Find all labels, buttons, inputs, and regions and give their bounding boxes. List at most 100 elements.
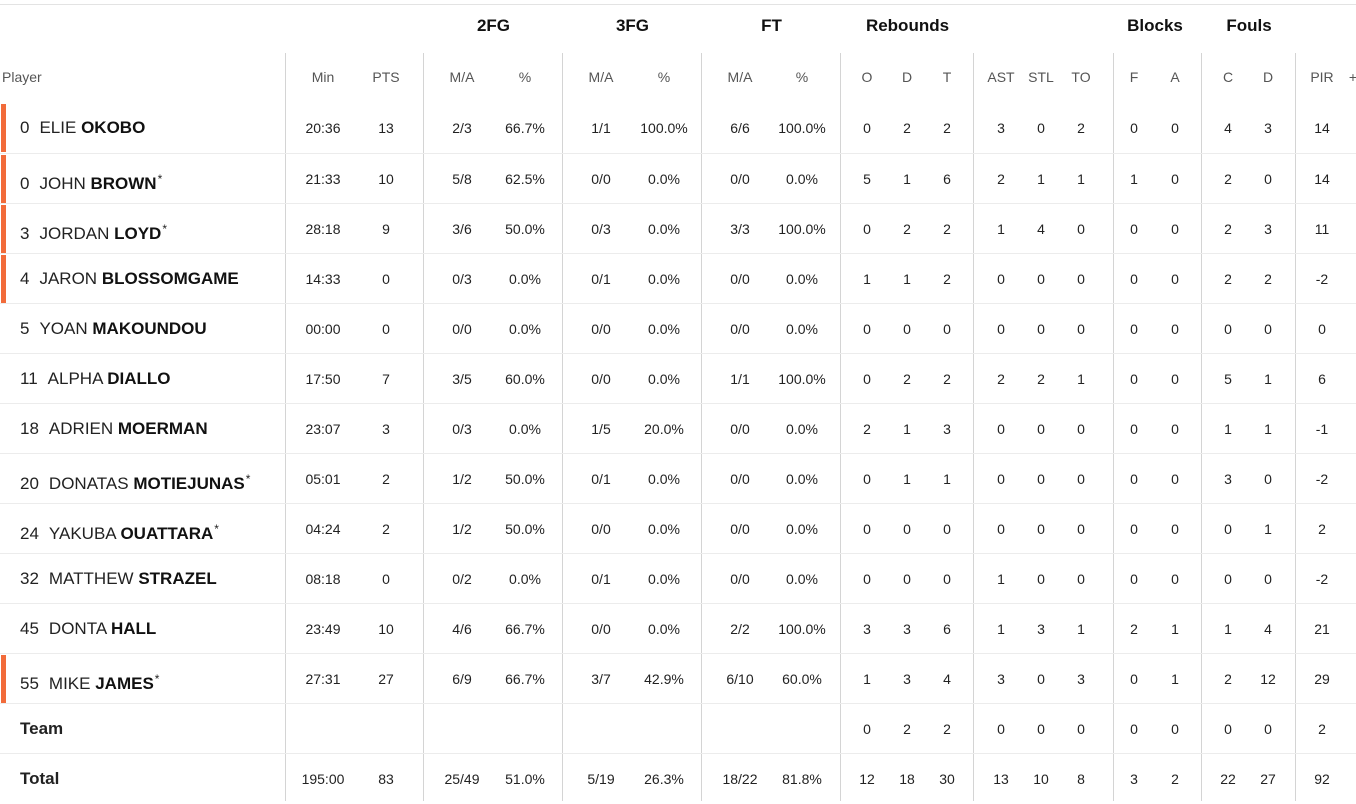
stat-pts: 10 <box>378 621 394 637</box>
column-divider <box>1201 53 1202 801</box>
stat-3fg-pct: 0.0% <box>648 471 680 487</box>
column-header-2fg-pct[interactable]: % <box>518 69 532 85</box>
column-header-3fg-pct[interactable]: % <box>657 69 671 85</box>
player-row[interactable]: 0 JOHN BROWN* 21:33 10 5/8 62.5% 0/0 0.0% 0/0 0.0… <box>0 153 1356 203</box>
stat-fouls-c: 2 <box>1224 271 1232 287</box>
player-row[interactable]: 32 MATTHEW STRAZEL 08:18 0 0/2 0.0% 0/1 0.0% 0/0… <box>0 553 1356 603</box>
stat-fouls-c: 0 <box>1224 571 1232 587</box>
stat-fouls-c: 2 <box>1224 671 1232 687</box>
stat-pir: 21 <box>1314 621 1330 637</box>
player-name-link[interactable]: 24 YAKUBA OUATTARA* <box>20 504 219 554</box>
stat-min: 23:07 <box>305 421 341 437</box>
stat-blk-f: 0 <box>1130 371 1138 387</box>
player-row[interactable]: 11 ALPHA DIALLO 17:50 7 3/5 60.0% 0/0 0.0% 1/1 10… <box>0 353 1356 403</box>
stat-2fg-ma: 2/3 <box>452 120 472 136</box>
player-last-name: MAKOUNDOU <box>92 319 207 338</box>
stat-ast: 2 <box>997 171 1005 187</box>
column-header-ast[interactable]: AST <box>987 69 1015 85</box>
stat-2fg-ma: 4/6 <box>452 621 472 637</box>
player-name-link[interactable]: 3 JORDAN LOYD* <box>20 204 167 254</box>
stat-ft-ma: 0/0 <box>730 571 750 587</box>
player-name-link[interactable]: 18 ADRIEN MOERMAN <box>20 404 208 454</box>
stat-2fg-pct: 0.0% <box>509 571 541 587</box>
stat-ft-ma: 6/6 <box>730 120 750 136</box>
player-number: 5 <box>20 319 30 338</box>
stat-ft-ma: 2/2 <box>730 621 750 637</box>
stat-fouls-d: 12 <box>1260 671 1276 687</box>
stat-3fg-ma: 0/3 <box>591 221 611 237</box>
column-header-ft-pct[interactable]: % <box>795 69 809 85</box>
player-row[interactable]: 3 JORDAN LOYD* 28:18 9 3/6 50.0% 0/3 0.0% 3/3 100… <box>0 203 1356 253</box>
player-row[interactable]: 0 ELIE OKOBO 20:36 13 2/3 66.7% 1/1 100.0% 6/6 10… <box>0 103 1356 153</box>
stat-reb-t: 0 <box>943 521 951 537</box>
stat-min: 27:31 <box>305 671 341 687</box>
stat-reb-o: 0 <box>863 371 871 387</box>
stat-reb-d: 1 <box>903 271 911 287</box>
stat-reb-o: 5 <box>863 171 871 187</box>
player-row[interactable]: 5 YOAN MAKOUNDOU 00:00 0 0/0 0.0% 0/0 0.0% 0/0 0.… <box>0 303 1356 353</box>
stat-reb-d: 18 <box>899 771 915 787</box>
stat-2fg-ma: 0/3 <box>452 271 472 287</box>
column-header-3fg-ma[interactable]: M/A <box>588 69 614 85</box>
column-header-player[interactable]: Player <box>2 69 42 85</box>
stat-fouls-c: 2 <box>1224 171 1232 187</box>
column-header-fouls-c[interactable]: C <box>1222 69 1234 85</box>
player-name-link[interactable]: 4 JARON BLOSSOMGAME <box>20 254 239 304</box>
column-header-blk-f[interactable]: F <box>1129 69 1139 85</box>
player-row[interactable]: 45 DONTA HALL 23:49 10 4/6 66.7% 0/0 0.0% 2/2 100… <box>0 603 1356 653</box>
player-number: 3 <box>20 224 30 243</box>
stat-ast: 2 <box>997 371 1005 387</box>
player-name-link[interactable]: 0 JOHN BROWN* <box>20 154 162 204</box>
column-header-2fg-ma[interactable]: M/A <box>449 69 475 85</box>
player-first-name: YAKUBA <box>48 524 116 543</box>
stat-ft-ma: 3/3 <box>730 221 750 237</box>
player-name-link[interactable]: 45 DONTA HALL <box>20 604 156 654</box>
column-header-reb-t[interactable]: T <box>942 69 952 85</box>
starter-mark: * <box>162 222 168 236</box>
player-row[interactable]: 55 MIKE JAMES* 27:31 27 6/9 66.7% 3/7 42.9% 6/10… <box>0 653 1356 703</box>
player-name-link[interactable]: 5 YOAN MAKOUNDOU <box>20 304 207 354</box>
player-name-link[interactable]: 11 ALPHA DIALLO <box>20 354 170 404</box>
player-row[interactable]: 24 YAKUBA OUATTARA* 04:24 2 1/2 50.0% 0/0 0.0% 0… <box>0 503 1356 553</box>
column-header-reb-d[interactable]: D <box>901 69 913 85</box>
player-name-link[interactable]: 55 MIKE JAMES* <box>20 654 159 704</box>
stat-pts: 0 <box>382 571 390 587</box>
player-name-link[interactable]: 20 DONATAS MOTIEJUNAS* <box>20 454 250 504</box>
group-header-2fg: 2FG <box>476 16 511 35</box>
column-header-pts[interactable]: PTS <box>372 69 400 85</box>
player-last-name: JAMES <box>95 674 154 693</box>
column-header-reb-o[interactable]: O <box>861 69 873 85</box>
player-number: 0 <box>20 118 30 137</box>
column-header-stl[interactable]: STL <box>1028 69 1054 85</box>
player-last-name: BLOSSOMGAME <box>101 269 239 288</box>
player-name-link[interactable]: 32 MATTHEW STRAZEL <box>20 554 217 604</box>
stat-ft-pct: 100.0% <box>778 120 826 136</box>
player-name-link[interactable]: 0 ELIE OKOBO <box>20 103 145 153</box>
stat-pir: 11 <box>1314 221 1330 237</box>
column-header-plus-minus[interactable]: + <box>1348 69 1356 85</box>
column-header-ft-ma[interactable]: M/A <box>727 69 753 85</box>
stat-reb-o: 0 <box>863 471 871 487</box>
stat-ft-pct: 60.0% <box>782 671 822 687</box>
stat-ft-pct: 100.0% <box>778 621 826 637</box>
column-header-blk-a[interactable]: A <box>1170 69 1180 85</box>
group-header-fouls: Fouls <box>1226 16 1272 35</box>
stat-blk-a: 1 <box>1171 621 1179 637</box>
stat-2fg-pct: 0.0% <box>509 321 541 337</box>
stat-ast: 13 <box>993 771 1009 787</box>
stat-3fg-ma: 3/7 <box>591 671 611 687</box>
stat-ft-pct: 0.0% <box>786 171 818 187</box>
player-row[interactable]: 4 JARON BLOSSOMGAME 14:33 0 0/3 0.0% 0/1 0.0% 0/… <box>0 253 1356 303</box>
stat-fouls-d: 1 <box>1264 521 1272 537</box>
column-header-pir[interactable]: PIR <box>1310 69 1334 85</box>
column-header-min[interactable]: Min <box>311 69 335 85</box>
player-row[interactable]: 20 DONATAS MOTIEJUNAS* 05:01 2 1/2 50.0% 0/1 0.… <box>0 453 1356 503</box>
player-first-name: MIKE <box>48 674 91 693</box>
stat-pir: -2 <box>1315 571 1329 587</box>
stat-3fg-pct: 0.0% <box>648 321 680 337</box>
stat-3fg-ma: 0/1 <box>591 571 611 587</box>
player-row[interactable]: 18 ADRIEN MOERMAN 23:07 3 0/3 0.0% 1/5 20.0% 0/0… <box>0 403 1356 453</box>
column-header-to[interactable]: TO <box>1071 69 1091 85</box>
stat-stl: 0 <box>1037 571 1045 587</box>
column-header-fouls-d[interactable]: D <box>1262 69 1274 85</box>
